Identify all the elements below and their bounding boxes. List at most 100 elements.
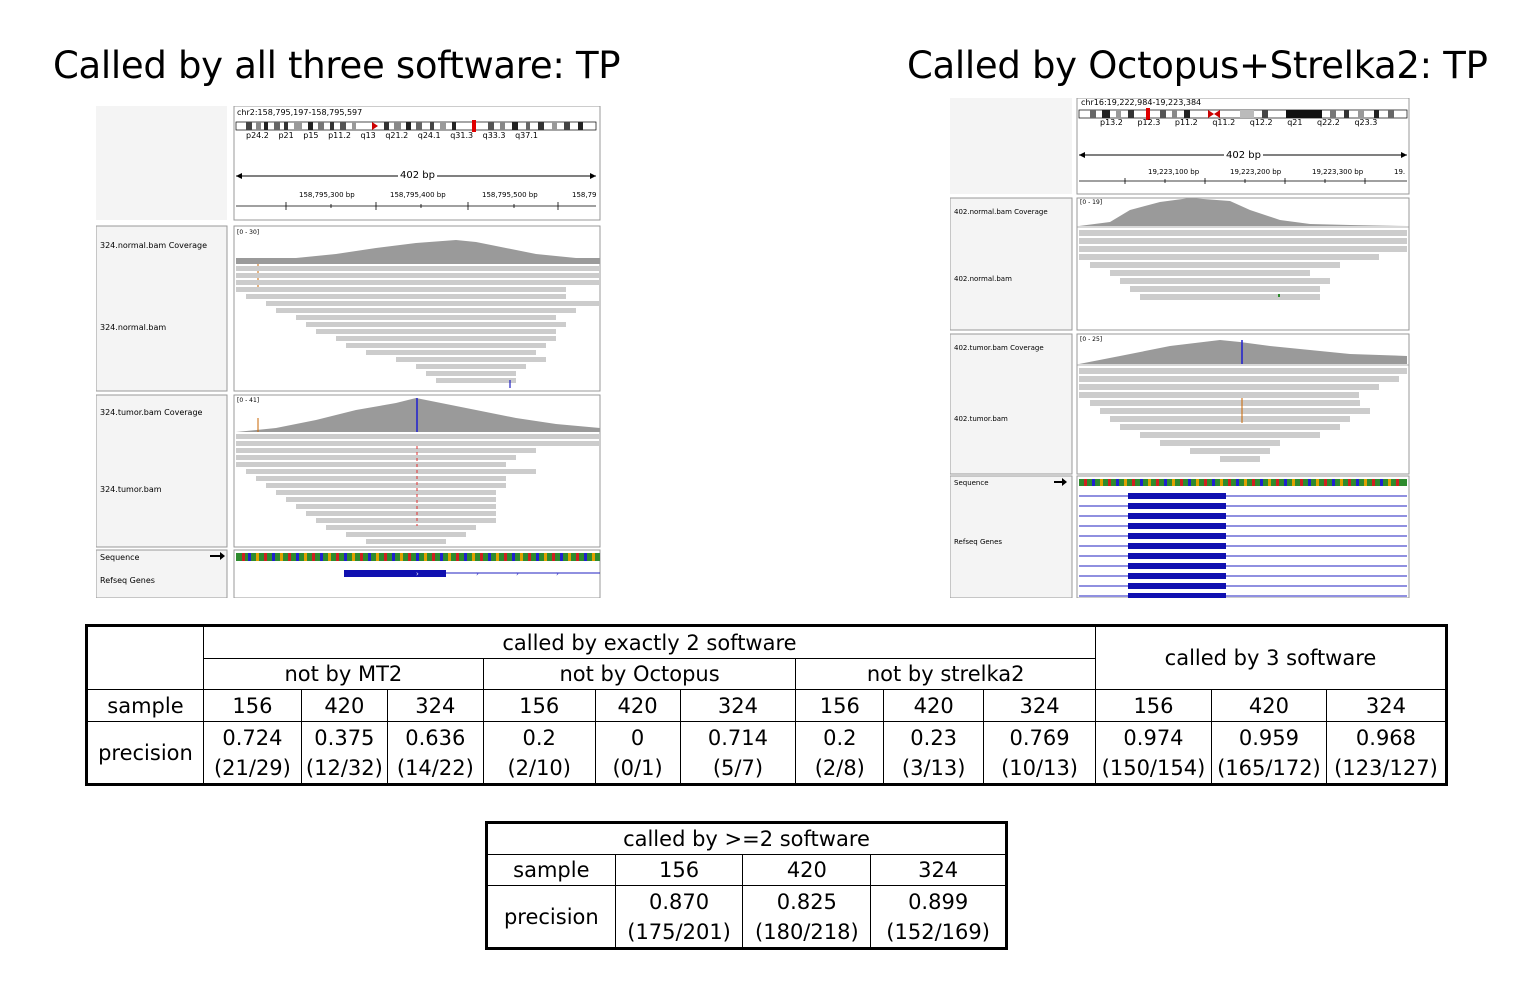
tick-label-right-3: 19,223,300 bp (1312, 168, 1364, 176)
precision-fraction: (3/13) (901, 755, 966, 780)
row-label-sample: sample (487, 854, 616, 886)
svg-text:›: › (476, 570, 479, 578)
precision-value: 0.714 (707, 725, 768, 750)
precision-value: 0.636 (405, 725, 466, 750)
tick-label-left-3: 158,795,500 bp (482, 191, 538, 199)
precision-fraction: (165/172) (1217, 755, 1321, 780)
normal-reads-right (1079, 230, 1407, 300)
precision-row: precision 0.724 (21/29) 0.375 (12/32) 0.63… (87, 721, 1447, 784)
chromosome-ideogram-right (1078, 108, 1408, 120)
precision-fraction: (10/13) (1001, 755, 1078, 780)
precision-fraction: (12/32) (305, 755, 383, 780)
precision-value: 0.899 (908, 889, 969, 914)
sample-cell: 324 (679, 689, 797, 722)
tick-label-right-1: 19,223,100 bp (1148, 168, 1200, 176)
sample-cell: 420 (742, 854, 872, 886)
tick-label-left-1: 158,795,300 bp (299, 191, 355, 199)
precision-value: 0.375 (314, 725, 375, 750)
precision-value: 0.959 (1238, 725, 1300, 750)
precision-fraction: (152/169) (886, 919, 990, 944)
tumor-reads-left (236, 434, 600, 544)
row-label-precision: precision (487, 885, 616, 948)
svg-text:›: › (416, 570, 419, 578)
igv-panel-right: chr16:19,222,984-19,223,384 p13.2 p12.3 … (950, 98, 1410, 598)
precision-cell: 0.375 (12/32) (300, 721, 388, 784)
sample-cell: 420 (883, 689, 985, 722)
tumor-range-left: [0 - 41] (237, 397, 260, 404)
group-header-3: called by 3 software (1095, 626, 1446, 690)
subheader-not-mt2: not by MT2 (202, 658, 484, 690)
precision-fraction: (2/10) (507, 755, 571, 780)
band-label: p13.2 (1100, 118, 1123, 127)
tick-label-right-4: 19. (1394, 168, 1406, 176)
band-label: q11.2 (1212, 118, 1236, 127)
precision-cell: 0.636 (14/22) (386, 721, 484, 784)
precision-cell: 0.23 (3/13) (883, 721, 985, 784)
precision-cell: 0.968 (123/127) (1325, 721, 1447, 784)
normal-bam-label-left: 324.normal.bam (100, 323, 167, 332)
precision-cell: 0.769 (10/13) (983, 721, 1096, 784)
precision-value: 0.769 (1009, 725, 1070, 750)
span-label-left: 402 bp (398, 170, 437, 181)
table2-header: called by >=2 software (487, 823, 1006, 855)
sample-cell: 156 (795, 689, 885, 722)
igv-panel-left: › › › › chr2:158,795,197-158,795,597 p24.2 … (96, 106, 602, 598)
sample-cell: 324 (1325, 689, 1447, 722)
normal-coverage-label-right: 402.normal.bam Coverage (954, 208, 1048, 216)
precision-cell: 0.825 (180/218) (742, 885, 872, 948)
precision-fraction: (150/154) (1101, 755, 1206, 780)
normal-coverage-label-left: 324.normal.bam Coverage (100, 241, 208, 250)
tumor-coverage-label-left: 324.tumor.bam Coverage (100, 408, 203, 417)
precision-fraction: (123/127) (1334, 755, 1438, 780)
sequence-label-left: Sequence (100, 553, 140, 562)
band-label: q21.2 (385, 131, 409, 140)
precision-fraction: (21/29) (213, 755, 291, 780)
precision-value: 0.724 (222, 725, 283, 750)
igv-left-graphics: › › › › (96, 106, 601, 598)
precision-cell: 0.870 (175/201) (614, 885, 744, 948)
band-label: p11.2 (1174, 118, 1198, 127)
precision-value: 0.870 (649, 889, 710, 914)
precision-value: 0.2 (823, 725, 857, 750)
normal-range-left: [0 - 30] (237, 229, 260, 236)
sample-cell: 420 (594, 689, 681, 722)
row-label-precision: precision (87, 721, 204, 784)
precision-cell: 0.899 (152/169) (870, 885, 1006, 948)
tumor-range-right: [0 - 25] (1080, 336, 1103, 343)
precision-cell: 0 (0/1) (594, 721, 681, 784)
subheader-not-octopus: not by Octopus (482, 658, 797, 690)
chromosome-ideogram (235, 120, 597, 132)
precision-fraction: (14/22) (396, 755, 474, 780)
precision-value: 0.825 (776, 889, 837, 914)
precision-fraction: (175/201) (627, 919, 731, 944)
tick-label-left-4: 158,79 (572, 191, 597, 199)
left-title: Called by all three software: TP (53, 44, 621, 87)
precision-value: 0.968 (1355, 725, 1417, 750)
sample-cell: 156 (1095, 689, 1212, 722)
refseq-label-left: Refseq Genes (100, 576, 155, 585)
band-label: p21 (278, 131, 294, 140)
band-label: p24.2 (246, 131, 269, 140)
sample-cell: 156 (614, 854, 744, 886)
group-header-exact2: called by exactly 2 software (202, 626, 1097, 659)
precision-fraction: (180/218) (755, 919, 859, 944)
sample-cell: 156 (482, 689, 596, 722)
band-label: q37.1 (515, 131, 538, 140)
precision-cell: 0.2 (2/10) (482, 721, 596, 784)
tumor-reads-right (1079, 368, 1407, 462)
tumor-bam-label-left: 324.tumor.bam (100, 485, 162, 494)
normal-range-right: [0 - 19] (1080, 199, 1103, 206)
normal-bam-label-right: 402.normal.bam (954, 275, 1012, 283)
sequence-strip-right (1079, 479, 1407, 486)
refseq-label-right: Refseq Genes (954, 538, 1003, 546)
band-labels-left: p24.2 p21 p15 p11.2 q13 q21.2 q24.1 q31.… (246, 131, 538, 140)
row-label-sample: sample (87, 689, 204, 722)
tick-label-left-2: 158,795,400 bp (390, 191, 446, 199)
band-label: p11.2 (328, 131, 351, 140)
precision-fraction: (0/1) (612, 755, 663, 780)
band-label: q12.2 (1249, 118, 1273, 127)
sample-cell: 156 (202, 689, 302, 722)
svg-text:›: › (556, 570, 559, 578)
band-label: p15 (303, 131, 319, 140)
tumor-bam-label-right: 402.tumor.bam (954, 415, 1008, 423)
